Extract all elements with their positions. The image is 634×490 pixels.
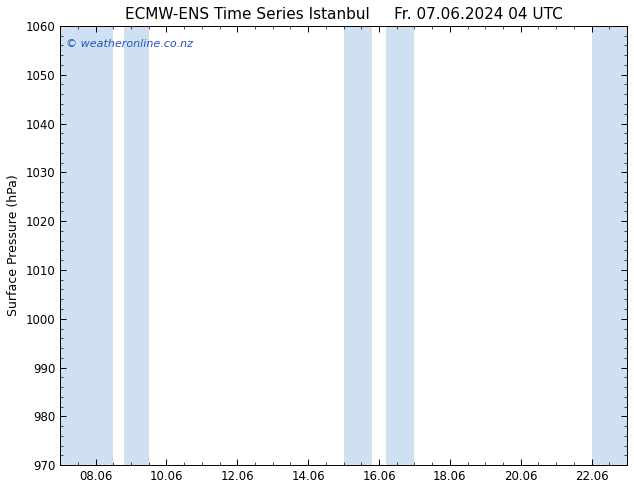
- Bar: [386, 26, 415, 465]
- Y-axis label: Surface Pressure (hPa): Surface Pressure (hPa): [7, 174, 20, 317]
- Text: © weatheronline.co.nz: © weatheronline.co.nz: [66, 39, 193, 49]
- Bar: [124, 26, 149, 465]
- Bar: [60, 26, 113, 465]
- Bar: [344, 26, 372, 465]
- Title: ECMW-ENS Time Series Istanbul     Fr. 07.06.2024 04 UTC: ECMW-ENS Time Series Istanbul Fr. 07.06.…: [125, 7, 562, 22]
- Bar: [592, 26, 627, 465]
